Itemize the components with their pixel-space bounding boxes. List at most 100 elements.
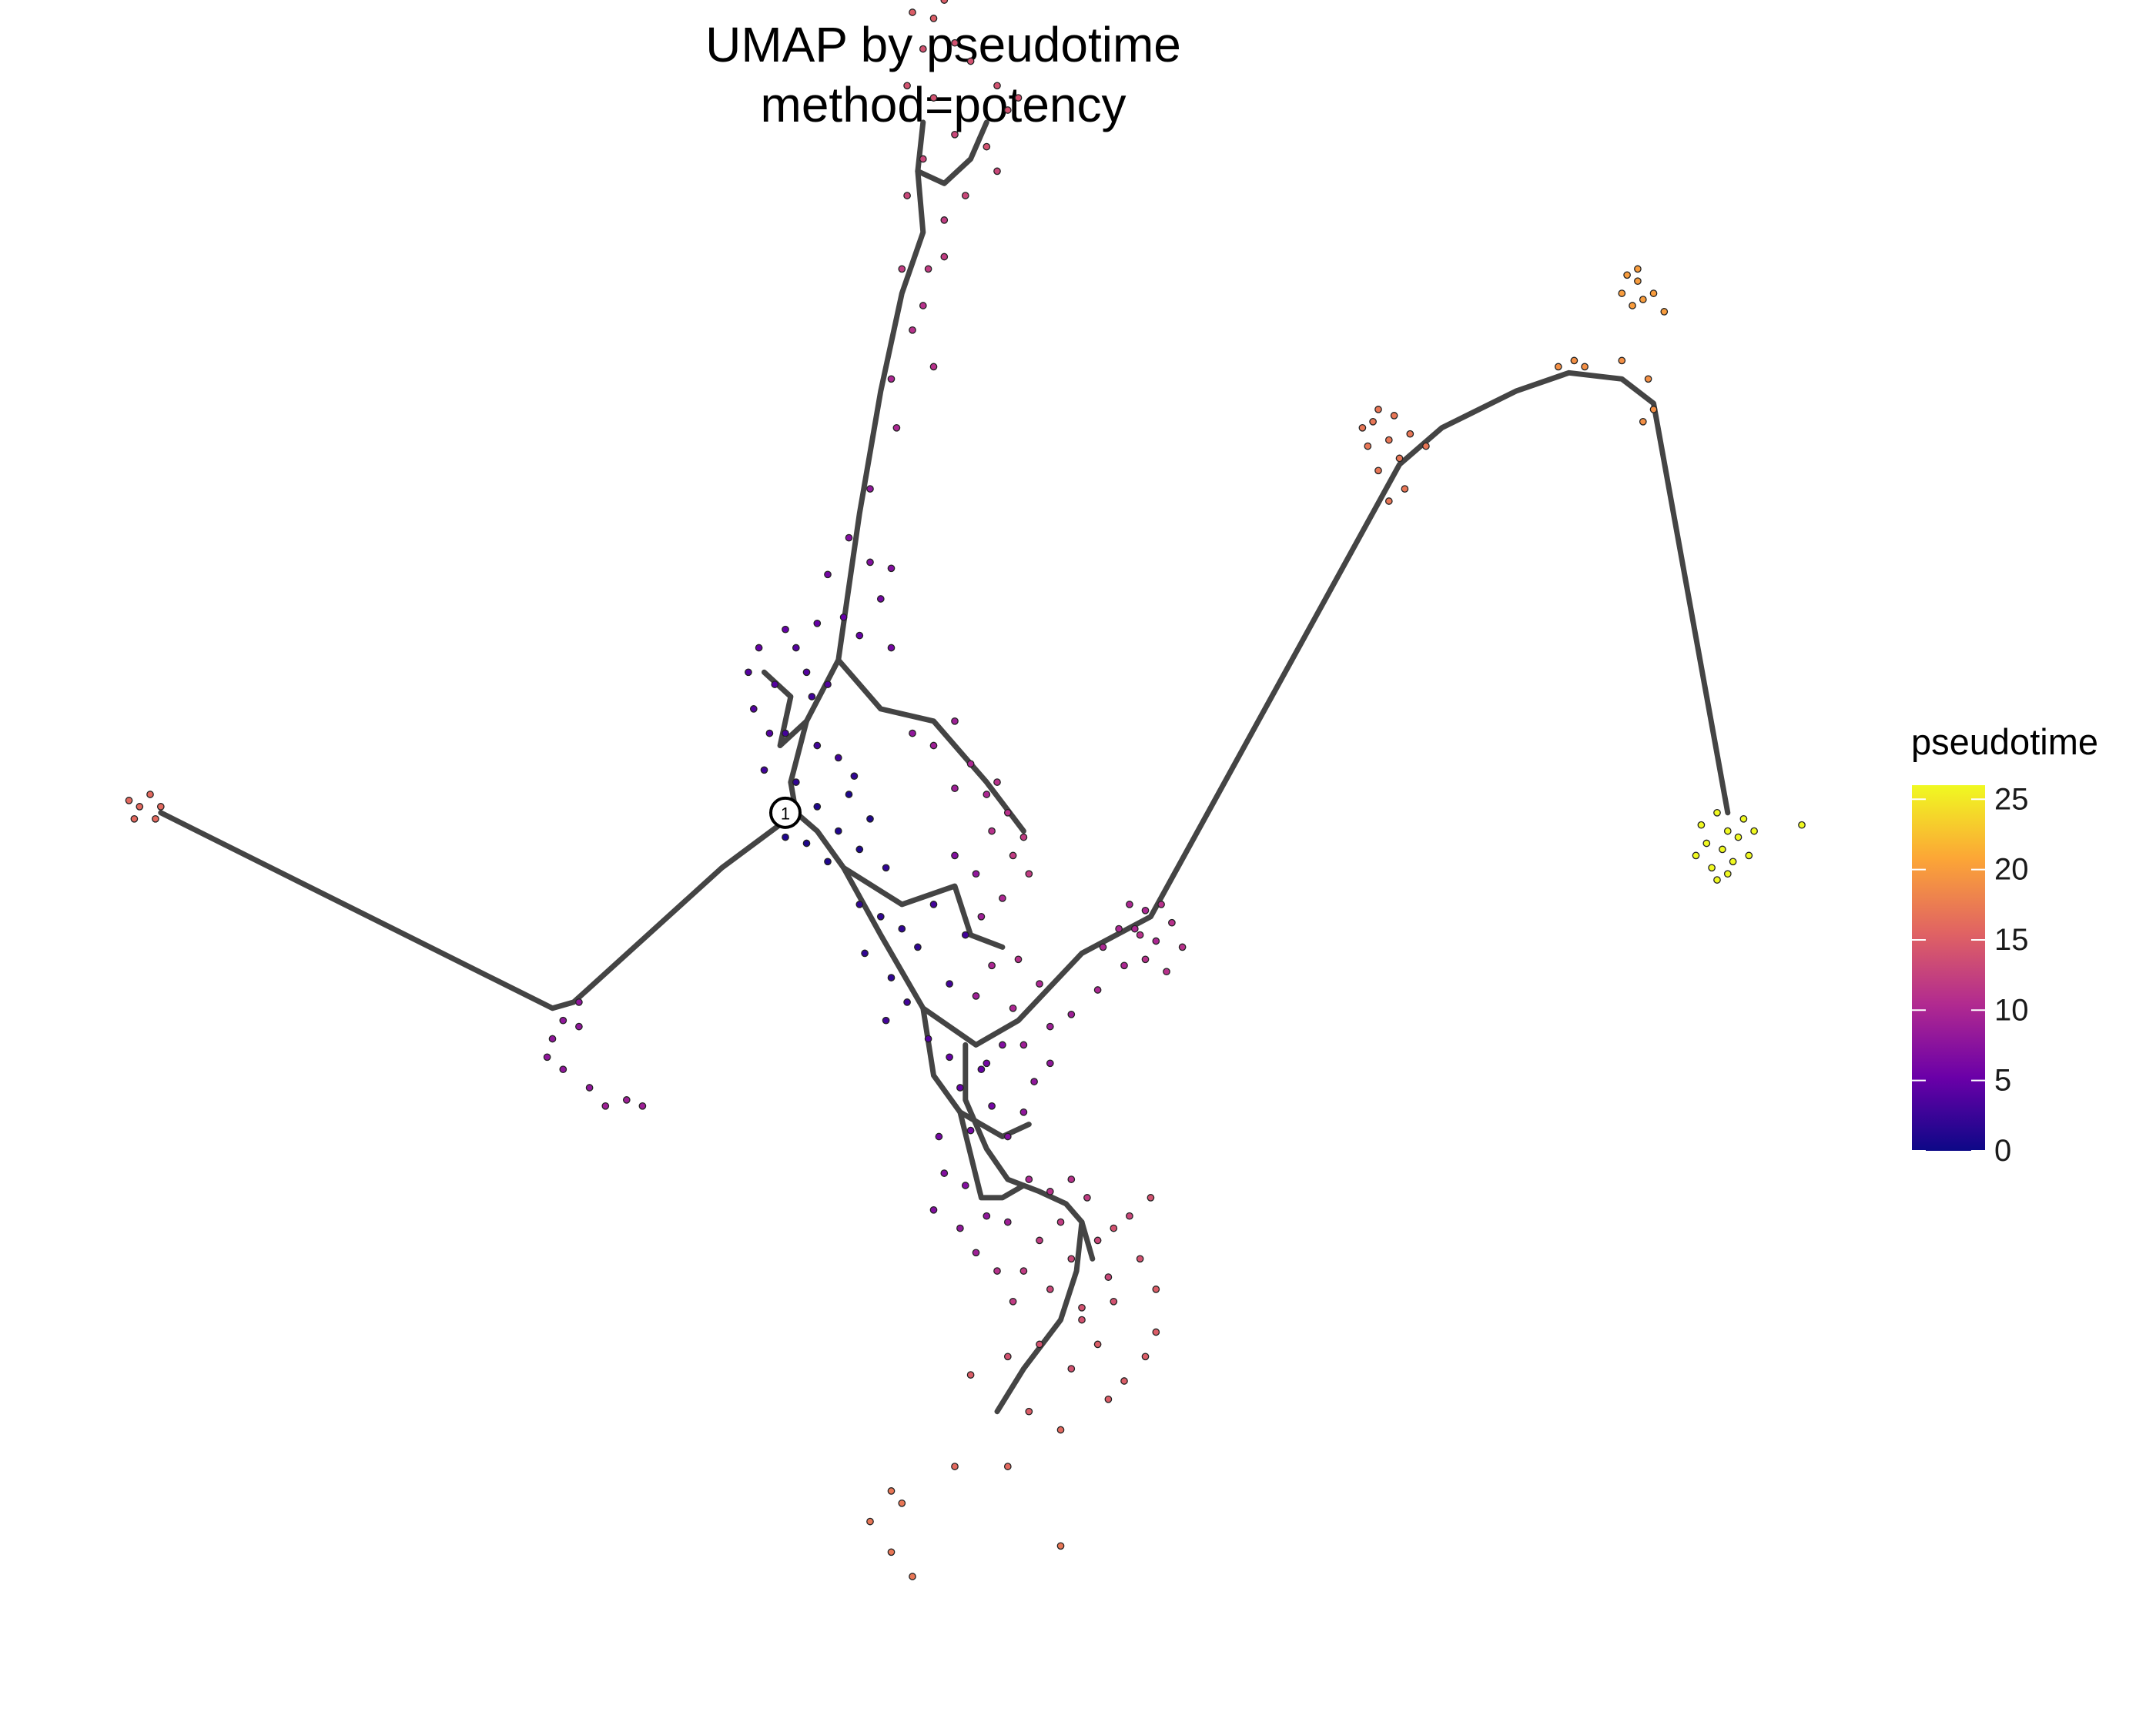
- cell-point: [909, 8, 916, 16]
- cell-point: [1009, 1004, 1017, 1012]
- cell-point: [993, 167, 1001, 176]
- cell-point: [1067, 1010, 1076, 1018]
- legend-tick-label: 10: [1994, 993, 2029, 1027]
- cell-point: [1152, 1328, 1160, 1336]
- cell-point: [813, 741, 822, 750]
- cell-point: [543, 1053, 551, 1062]
- cell-point: [1019, 1267, 1028, 1275]
- cell-point: [1003, 1132, 1012, 1141]
- cell-point: [1046, 1286, 1054, 1293]
- cell-point: [1634, 277, 1642, 286]
- cell-point: [575, 1022, 583, 1031]
- cell-point: [1014, 955, 1023, 964]
- cell-point: [946, 1053, 953, 1062]
- cell-point: [1019, 1041, 1028, 1049]
- cell-point: [1046, 1188, 1054, 1195]
- cell-point: [882, 1016, 890, 1025]
- cell-point: [1003, 1218, 1012, 1226]
- cell-point: [136, 803, 144, 811]
- cell-point: [909, 729, 916, 737]
- cell-point: [961, 192, 969, 199]
- cell-point: [1036, 1236, 1043, 1245]
- trajectory-segment: [841, 864, 1006, 950]
- cell-point: [824, 858, 832, 866]
- cell-point: [1046, 1059, 1054, 1068]
- cell-point: [1152, 1286, 1160, 1293]
- cell-point: [951, 130, 959, 139]
- cell-point: [1003, 808, 1012, 817]
- cell-point: [1104, 1273, 1113, 1281]
- cell-point: [559, 1016, 567, 1025]
- cell-point: [887, 564, 896, 573]
- cell-point: [956, 1084, 964, 1092]
- cell-point: [1750, 827, 1758, 835]
- cell-point: [988, 1102, 996, 1110]
- cell-point: [887, 375, 896, 383]
- trajectory-segment: [835, 657, 1026, 834]
- cell-point: [152, 814, 159, 823]
- cell-point: [961, 1182, 969, 1189]
- cell-point: [988, 961, 996, 970]
- cell-point: [919, 155, 927, 163]
- cell-point: [887, 974, 896, 981]
- cell-point: [1644, 375, 1652, 383]
- cell-point: [1141, 1352, 1150, 1361]
- cell-point: [951, 784, 959, 792]
- cell-point: [1618, 289, 1626, 297]
- cell-point: [892, 423, 901, 432]
- cell-point: [146, 791, 154, 798]
- cell-point: [861, 949, 869, 958]
- points-layer: [125, 0, 1806, 1580]
- cell-point: [946, 980, 953, 988]
- cell-point: [839, 613, 848, 621]
- chart-subtitle: method=potency: [761, 77, 1127, 132]
- cell-point: [1395, 454, 1404, 463]
- cell-point: [966, 1126, 975, 1135]
- trajectory-segment: [962, 1042, 1096, 1262]
- cell-point: [898, 925, 906, 933]
- cell-point: [855, 901, 864, 908]
- cell-point: [782, 625, 789, 634]
- cell-point: [1025, 870, 1033, 878]
- cell-point: [1798, 821, 1806, 829]
- cell-point: [559, 1065, 567, 1074]
- cell-point: [1697, 821, 1706, 829]
- cell-point: [940, 216, 949, 224]
- cell-point: [966, 760, 975, 768]
- cell-point: [1147, 1194, 1155, 1202]
- cell-point: [866, 558, 874, 567]
- cell-point: [914, 943, 922, 951]
- cell-point: [1374, 466, 1382, 475]
- cell-point: [1623, 271, 1631, 279]
- cell-point: [999, 1041, 1006, 1049]
- cell-point: [125, 797, 133, 804]
- cell-point: [940, 0, 949, 4]
- cell-point: [745, 668, 752, 677]
- cell-point: [782, 833, 789, 841]
- cell-point: [1739, 814, 1748, 823]
- cell-point: [1067, 1255, 1076, 1263]
- cell-point: [887, 1548, 896, 1556]
- trajectory-layer: [158, 119, 1731, 1415]
- cell-point: [940, 252, 949, 261]
- cell-point: [929, 1205, 938, 1214]
- cell-point: [951, 1463, 959, 1470]
- cell-point: [1136, 1255, 1144, 1263]
- cell-point: [156, 803, 165, 811]
- cell-point: [802, 839, 811, 848]
- legend: pseudotime 0 5 10 15 20 25: [1911, 721, 2098, 1168]
- cell-point: [1390, 412, 1398, 420]
- cell-point: [988, 827, 996, 835]
- cell-point: [876, 595, 885, 603]
- cell-point: [1056, 1426, 1065, 1434]
- cell-point: [1422, 442, 1430, 450]
- cell-point: [929, 363, 938, 371]
- cell-point: [792, 644, 800, 652]
- cell-point: [903, 192, 911, 199]
- cell-point: [929, 15, 938, 22]
- cell-point: [1364, 442, 1372, 450]
- cell-point: [966, 1371, 975, 1379]
- cell-point: [1067, 1365, 1076, 1373]
- cell-point: [749, 705, 758, 713]
